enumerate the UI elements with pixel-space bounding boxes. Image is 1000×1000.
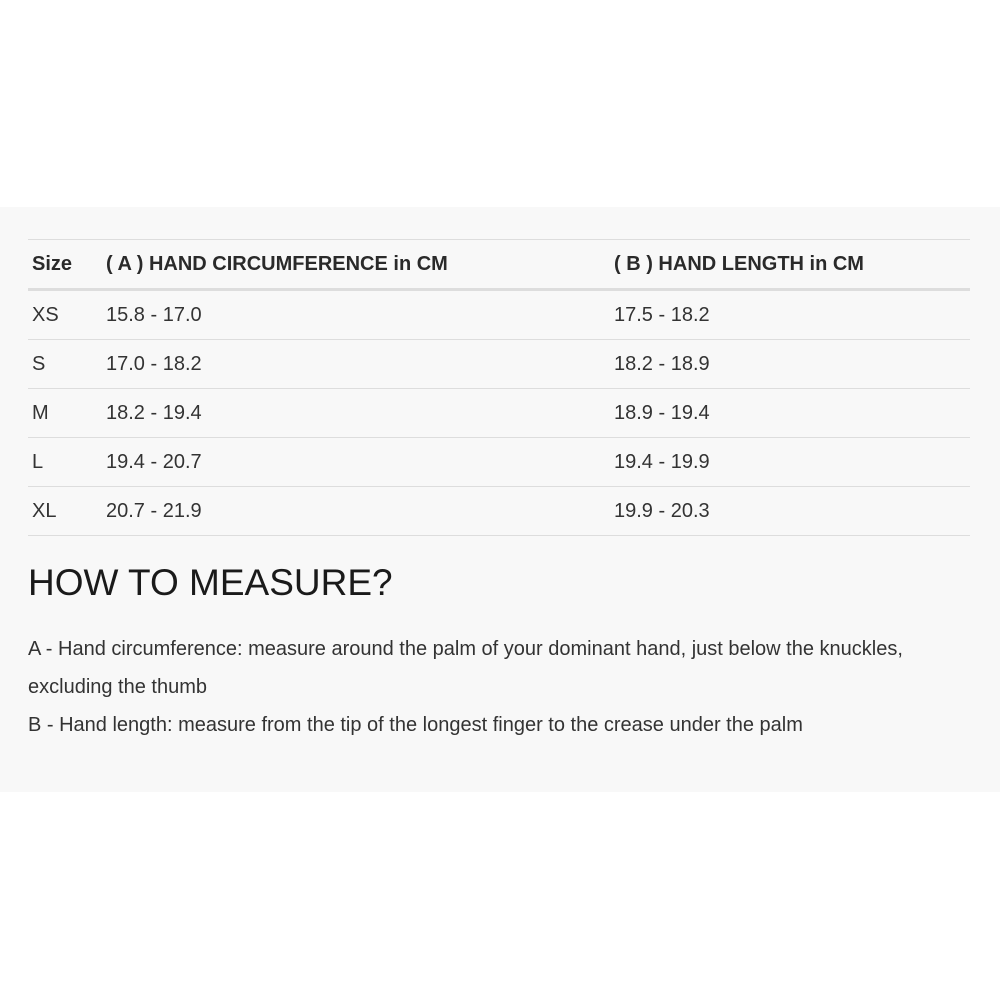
table-row: L 19.4 - 20.7 19.4 - 19.9 <box>28 437 970 487</box>
length-cell: 18.9 - 19.4 <box>610 388 970 438</box>
table-header-row: Size ( A ) HAND CIRCUMFERENCE in CM ( B … <box>28 239 970 291</box>
circumference-cell: 17.0 - 18.2 <box>102 339 610 389</box>
size-cell: M <box>28 388 102 438</box>
circumference-cell: 20.7 - 21.9 <box>102 486 610 536</box>
size-chart-panel: Size ( A ) HAND CIRCUMFERENCE in CM ( B … <box>0 207 1000 792</box>
size-cell: L <box>28 437 102 487</box>
circumference-cell: 19.4 - 20.7 <box>102 437 610 487</box>
header-size: Size <box>28 239 102 291</box>
size-cell: XS <box>28 289 102 340</box>
table-row: XS 15.8 - 17.0 17.5 - 18.2 <box>28 289 970 340</box>
length-cell: 19.9 - 20.3 <box>610 486 970 536</box>
size-table: Size ( A ) HAND CIRCUMFERENCE in CM ( B … <box>28 239 970 536</box>
size-cell: S <box>28 339 102 389</box>
header-length: ( B ) HAND LENGTH in CM <box>610 239 970 291</box>
circumference-cell: 18.2 - 19.4 <box>102 388 610 438</box>
length-cell: 19.4 - 19.9 <box>610 437 970 487</box>
table-row: S 17.0 - 18.2 18.2 - 18.9 <box>28 339 970 389</box>
instruction-a: A - Hand circumference: measure around t… <box>28 638 903 698</box>
length-cell: 17.5 - 18.2 <box>610 289 970 340</box>
how-to-measure-title: HOW TO MEASURE? <box>28 562 393 603</box>
circumference-cell: 15.8 - 17.0 <box>102 289 610 340</box>
header-circumference: ( A ) HAND CIRCUMFERENCE in CM <box>102 239 610 291</box>
how-to-measure-text: A - Hand circumference: measure around t… <box>28 630 978 744</box>
table-row: XL 20.7 - 21.9 19.9 - 20.3 <box>28 486 970 536</box>
size-cell: XL <box>28 486 102 536</box>
table-row: M 18.2 - 19.4 18.9 - 19.4 <box>28 388 970 438</box>
instruction-b: B - Hand length: measure from the tip of… <box>28 714 803 736</box>
length-cell: 18.2 - 18.9 <box>610 339 970 389</box>
